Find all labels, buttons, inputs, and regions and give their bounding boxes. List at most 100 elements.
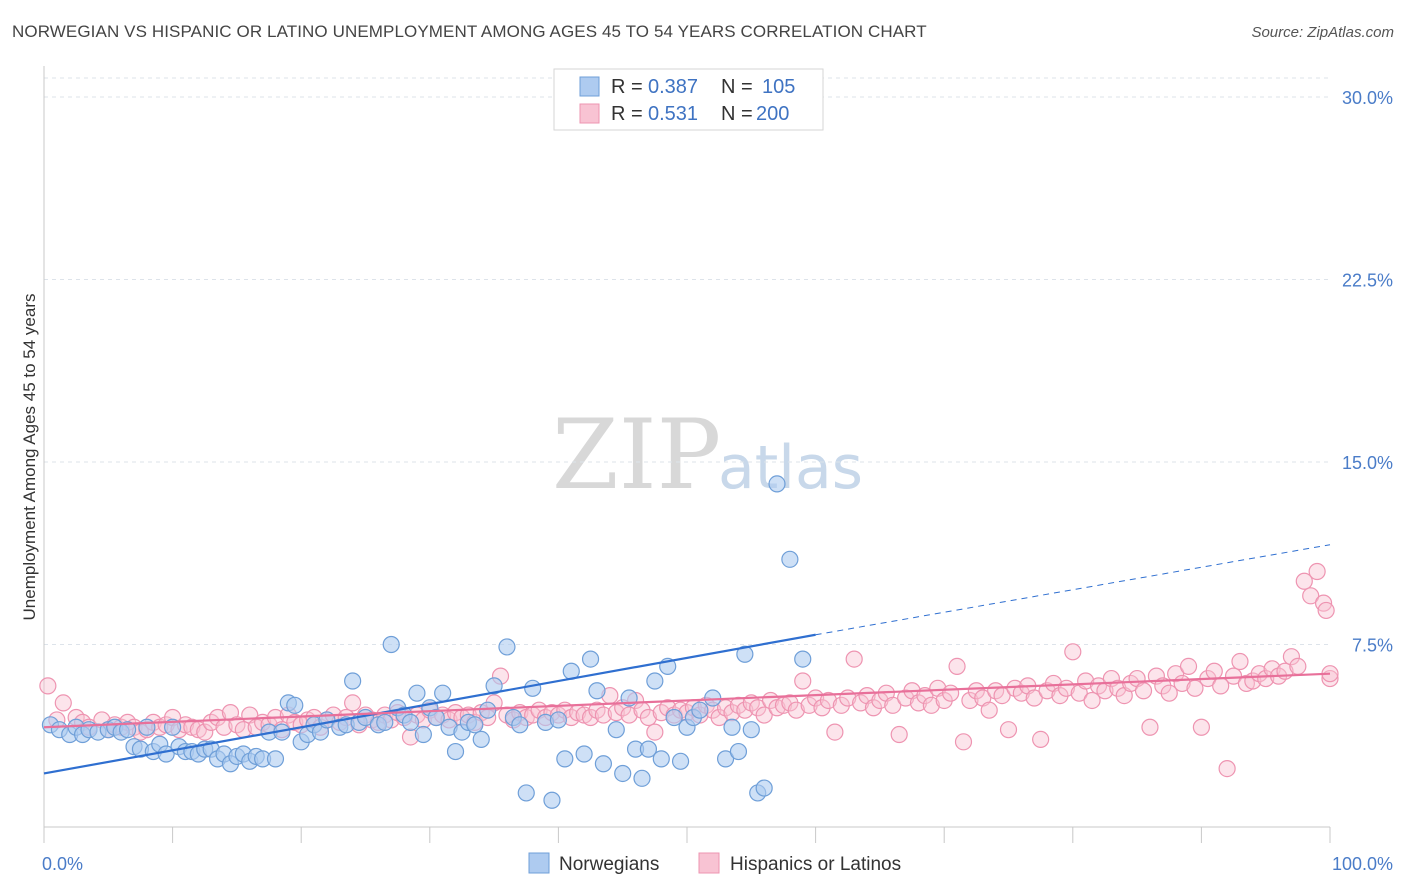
norwegian-point bbox=[408, 684, 426, 702]
x-tick-labels: 0.0% 100.0% bbox=[42, 854, 1393, 874]
norwegian-point bbox=[401, 713, 420, 731]
hispanic-point bbox=[942, 684, 960, 702]
norwegian-point bbox=[479, 701, 497, 719]
legend-r-value: 0.531 bbox=[648, 103, 698, 125]
norwegian-point bbox=[588, 682, 606, 700]
y-tick-label: 7.5% bbox=[1352, 636, 1393, 656]
norwegian-point bbox=[472, 730, 490, 749]
hispanic-point bbox=[1257, 669, 1275, 688]
y-tick-label: 22.5% bbox=[1342, 271, 1393, 291]
hispanic-point bbox=[845, 650, 863, 668]
norwegian-point bbox=[344, 672, 362, 690]
watermark-zip: ZIP bbox=[552, 399, 721, 511]
norwegian-point bbox=[414, 725, 432, 744]
hispanic-point bbox=[1224, 667, 1243, 685]
legend-swatch-norwegians bbox=[579, 76, 600, 97]
norwegian-point bbox=[729, 742, 748, 761]
norwegian-point bbox=[639, 740, 658, 758]
legend-swatch-hispanics bbox=[698, 852, 720, 874]
legend-r-label: R = bbox=[611, 76, 643, 98]
axes bbox=[43, 66, 1331, 843]
legend-swatch-norwegians bbox=[528, 852, 550, 874]
legend-swatch-hispanics bbox=[579, 103, 600, 124]
hispanic-point bbox=[1134, 682, 1153, 700]
hispanic-point bbox=[980, 701, 998, 719]
hispanic-point bbox=[646, 723, 664, 741]
norwegian-point bbox=[556, 750, 574, 768]
hispanic-point bbox=[1289, 657, 1307, 676]
norwegian-point bbox=[427, 708, 445, 727]
norwegian-point bbox=[466, 716, 484, 734]
legend-n-label: N = bbox=[721, 103, 753, 125]
norwegian-point bbox=[742, 721, 760, 739]
y-tick-labels: 7.5% 15.0% 22.5% 30.0% bbox=[1342, 88, 1393, 656]
norwegian-point bbox=[594, 755, 613, 773]
norwegian-point bbox=[781, 550, 799, 568]
norwegian-point bbox=[498, 638, 516, 656]
norwegian-point bbox=[517, 784, 535, 802]
watermark: ZIP atlas bbox=[552, 399, 863, 511]
hispanic-point bbox=[787, 701, 805, 719]
norwegian-trend-extension bbox=[815, 544, 1331, 636]
hispanic-point bbox=[1218, 759, 1236, 778]
hispanic-point bbox=[999, 721, 1018, 739]
y-axis-label: Unemployment Among Ages 45 to 54 years bbox=[20, 294, 39, 621]
norwegian-point bbox=[633, 769, 651, 787]
legend-n-label: N = bbox=[721, 76, 753, 98]
hispanic-point bbox=[1282, 648, 1301, 666]
hispanic-point bbox=[39, 677, 57, 695]
norwegian-point bbox=[607, 721, 625, 739]
norwegian-point bbox=[376, 713, 394, 731]
norwegian-point bbox=[614, 764, 632, 783]
norwegian-point bbox=[164, 718, 182, 736]
hispanic-point bbox=[1083, 691, 1101, 710]
norwegian-point bbox=[549, 711, 568, 729]
hispanic-points bbox=[39, 562, 1339, 778]
hispanic-point bbox=[594, 706, 613, 724]
norwegian-point bbox=[266, 750, 285, 768]
hispanic-point bbox=[1302, 587, 1320, 605]
hispanic-trend-line bbox=[43, 672, 1331, 729]
hispanic-point bbox=[639, 708, 658, 727]
hispanic-point bbox=[1308, 562, 1326, 581]
hispanic-point bbox=[1295, 572, 1313, 590]
watermark-atlas: atlas bbox=[718, 433, 863, 503]
hispanic-point bbox=[1192, 718, 1211, 736]
hispanic-point bbox=[948, 657, 966, 676]
chart-title: NORWEGIAN VS HISPANIC OR LATINO UNEMPLOY… bbox=[12, 22, 927, 41]
hispanic-point bbox=[1167, 665, 1185, 683]
norwegian-point bbox=[723, 718, 741, 736]
legend-r-label: R = bbox=[611, 103, 643, 125]
legend-n-value: 200 bbox=[756, 103, 789, 125]
norwegian-point bbox=[671, 752, 690, 770]
hispanic-point bbox=[344, 694, 362, 712]
norwegian-point bbox=[524, 679, 542, 697]
norwegian-point bbox=[755, 779, 773, 797]
hispanic-point bbox=[884, 696, 902, 714]
legend-n-value: 105 bbox=[762, 76, 795, 98]
hispanic-point bbox=[209, 708, 227, 727]
x-tick-label: 100.0% bbox=[1332, 854, 1393, 874]
norwegian-point bbox=[543, 791, 561, 809]
legend-r-value: 0.387 bbox=[648, 76, 698, 98]
norwegian-points bbox=[41, 475, 812, 809]
y-tick-label: 30.0% bbox=[1342, 88, 1393, 108]
norwegian-point bbox=[286, 696, 304, 714]
norwegian-point bbox=[434, 684, 452, 702]
hispanic-point bbox=[1317, 601, 1335, 620]
norwegian-point bbox=[382, 635, 400, 654]
x-tick-label: 0.0% bbox=[42, 854, 83, 874]
hispanic-point bbox=[922, 696, 940, 714]
norwegian-point bbox=[736, 645, 754, 663]
hispanic-point bbox=[620, 706, 638, 724]
hispanic-point bbox=[1205, 662, 1223, 680]
hispanic-point bbox=[54, 694, 72, 712]
hispanic-point bbox=[794, 672, 812, 690]
norwegian-trend-line bbox=[43, 633, 816, 775]
legend-label-hispanics: Hispanics or Latinos bbox=[730, 854, 901, 875]
grid bbox=[44, 77, 1330, 645]
correlation-legend: R = 0.387 N = 105 R = 0.531 N = 200 bbox=[553, 68, 824, 131]
norwegian-point bbox=[646, 672, 664, 690]
hispanic-point bbox=[1179, 657, 1198, 676]
hispanic-point bbox=[826, 723, 844, 741]
